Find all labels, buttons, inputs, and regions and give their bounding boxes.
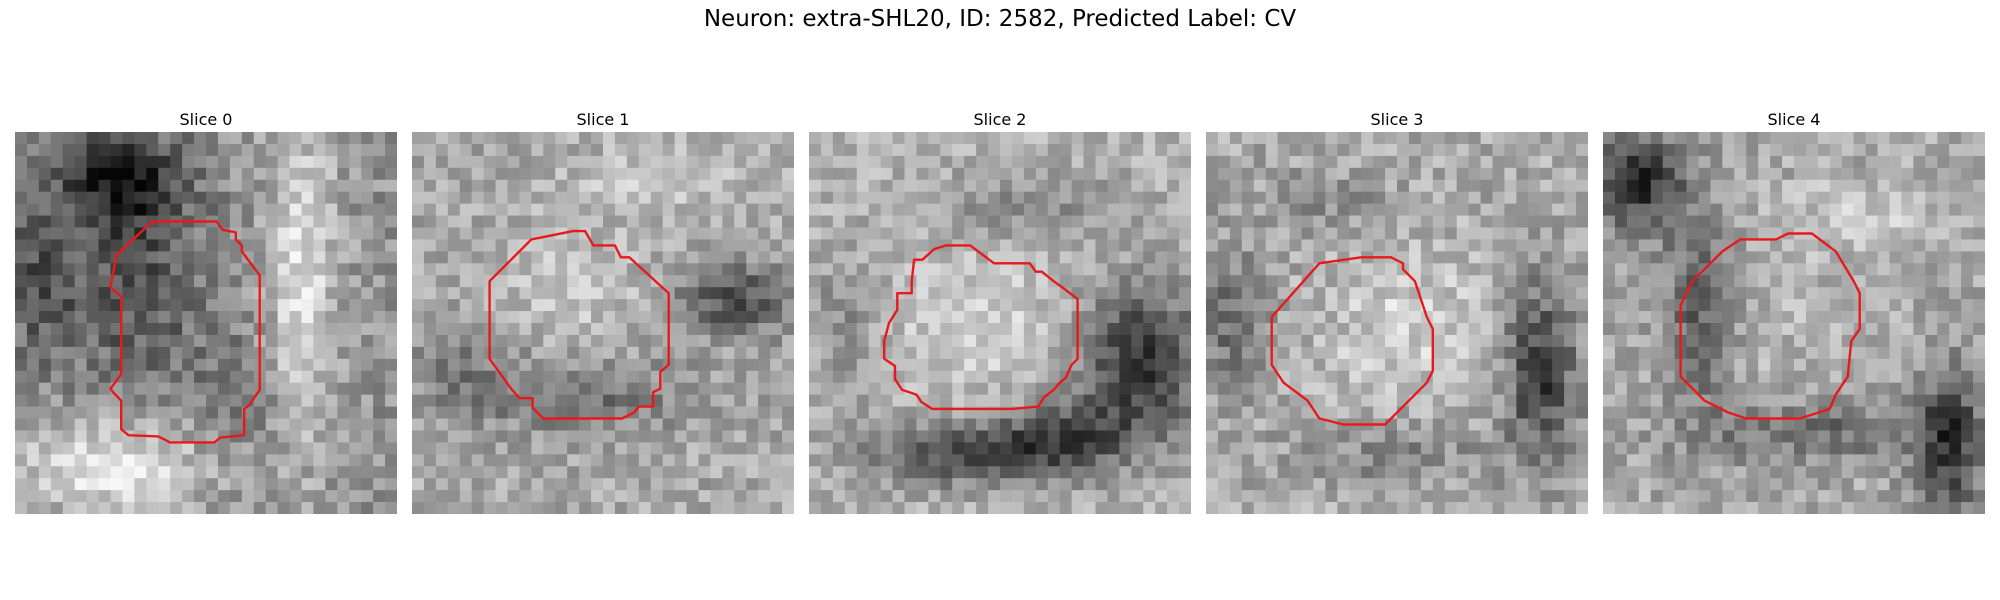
- slice-image-3: [1206, 132, 1588, 514]
- slice-panel-1: Slice 1: [412, 108, 794, 514]
- pixel-grid: [412, 132, 794, 514]
- slice-image-0: [15, 132, 397, 514]
- slice-title-1: Slice 1: [576, 110, 630, 129]
- slice-panel-0: Slice 0: [15, 108, 397, 514]
- slice-panel-3: Slice 3: [1206, 108, 1588, 514]
- segmentation-outline: [882, 244, 1079, 411]
- slice-image-1: [412, 132, 794, 514]
- segmentation-outline: [1270, 256, 1435, 426]
- pixel-grid: [809, 132, 1191, 514]
- figure-title: Neuron: extra-SHL20, ID: 2582, Predicted…: [703, 6, 1297, 32]
- segmentation-outline: [109, 220, 261, 444]
- slice-title-4: Slice 4: [1767, 110, 1821, 129]
- slice-title-0: Slice 0: [179, 110, 233, 129]
- segmentation-outline: [1679, 232, 1861, 420]
- slice-title-2: Slice 2: [973, 110, 1027, 129]
- slice-panel-4: Slice 4: [1603, 108, 1985, 514]
- pixel-grid: [15, 132, 397, 514]
- slice-title-3: Slice 3: [1370, 110, 1424, 129]
- slice-image-2: [809, 132, 1191, 514]
- slice-image-4: [1603, 132, 1985, 514]
- pixel-grid: [1206, 132, 1588, 514]
- slice-panel-2: Slice 2: [809, 108, 1191, 514]
- pixel-grid: [1603, 132, 1985, 514]
- segmentation-outline: [488, 229, 670, 420]
